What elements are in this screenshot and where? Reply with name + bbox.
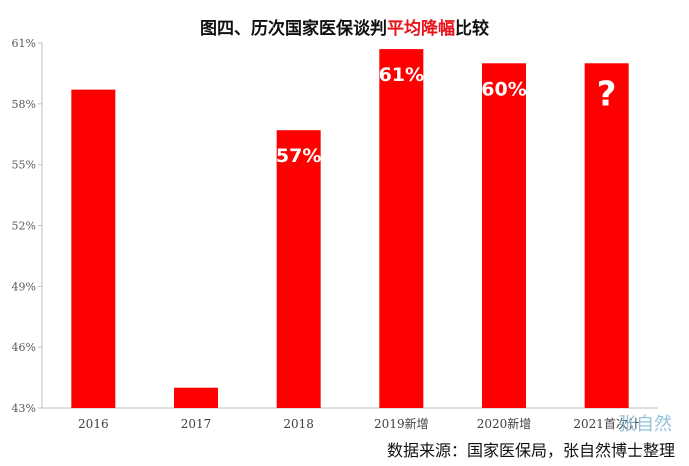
chart-title: 图四、历次国家医保谈判平均降幅比较 — [0, 14, 689, 39]
y-tick-label: 52% — [12, 220, 36, 233]
bar — [174, 387, 218, 408]
data-label: 60% — [481, 78, 526, 100]
data-label: 61% — [379, 64, 424, 86]
x-tick-label: 2020新增 — [477, 416, 532, 431]
watermark: 张自然 — [618, 414, 672, 435]
title-part-3: 比较 — [455, 19, 489, 39]
y-tick-label: 61% — [12, 37, 36, 50]
bar — [379, 49, 424, 408]
data-label: ? — [597, 74, 617, 114]
x-tick-label: 2018 — [283, 417, 314, 431]
title-part-1: 图四、历次国家医保谈判 — [200, 19, 387, 39]
y-tick-label: 55% — [12, 159, 36, 172]
x-tick-label: 2019新增 — [374, 416, 429, 431]
bar — [276, 130, 321, 408]
y-tick-label: 58% — [12, 98, 36, 111]
x-tick-label: 2017 — [181, 417, 212, 431]
title-part-highlight: 平均降幅 — [387, 19, 455, 39]
bar — [71, 89, 116, 408]
y-tick-label: 43% — [12, 402, 36, 415]
y-tick-label: 46% — [12, 341, 36, 354]
data-label: 57% — [276, 145, 321, 167]
bar — [584, 63, 629, 409]
source-note: 数据来源：国家医保局，张自然博士整理 — [386, 441, 675, 460]
y-tick-label: 49% — [12, 280, 36, 293]
bar — [482, 63, 526, 409]
x-tick-label: 2021首次计 — [573, 417, 640, 431]
x-tick-label: 2016 — [78, 417, 109, 431]
